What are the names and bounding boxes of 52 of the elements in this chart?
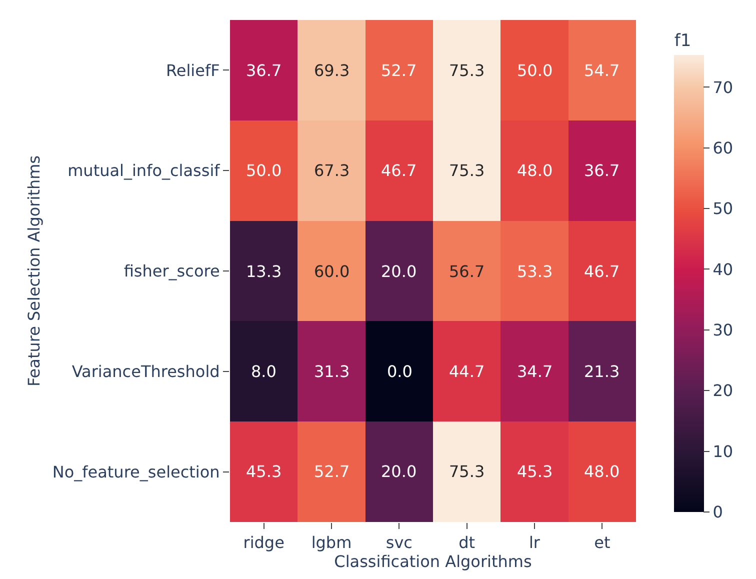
x-tick-label: svc (386, 533, 412, 552)
data-label: 67.3 (314, 161, 350, 180)
data-label: 53.3 (517, 262, 553, 281)
x-axis-title: Classification Algorithms (334, 552, 532, 572)
data-label: 44.7 (449, 362, 485, 381)
x-tick-label: et (594, 533, 610, 552)
color-bar-label: 40 (712, 260, 734, 279)
data-label: 60.0 (314, 262, 350, 281)
data-label: 75.3 (449, 61, 485, 80)
data-label: 13.3 (246, 262, 282, 281)
y-axis-title: Feature Selection Algorithms (24, 155, 44, 387)
y-tick-label: mutual_info_classif (68, 161, 220, 180)
color-bar-label: 20 (712, 381, 734, 400)
color-bar-label: 60 (712, 138, 734, 158)
data-label: 31.3 (314, 362, 350, 381)
data-label: 69.3 (314, 61, 350, 80)
data-label: 36.7 (584, 161, 620, 180)
data-label: 50.0 (246, 161, 282, 180)
data-label: 34.7 (517, 362, 553, 381)
y-tick-label: fisher_score (124, 262, 220, 281)
data-label: 56.7 (449, 262, 485, 281)
data-label: 20.0 (381, 262, 417, 281)
color-bar-label: 30 (712, 320, 734, 340)
data-label: 36.7 (246, 61, 282, 80)
data-label: 52.7 (314, 462, 350, 481)
x-tick-label: ridge (243, 533, 284, 552)
data-label: 46.7 (584, 262, 620, 281)
y-tick-label: ReliefF (166, 60, 220, 80)
data-label: 48.0 (584, 462, 620, 481)
data-label: 48.0 (517, 161, 553, 180)
data-label: 75.3 (449, 462, 485, 481)
data-label: 20.0 (381, 462, 417, 481)
data-label: 54.7 (584, 61, 620, 80)
data-label: 21.3 (584, 362, 620, 381)
data-label: 50.0 (517, 61, 553, 80)
data-label: 46.7 (381, 161, 417, 180)
data-label: 45.3 (517, 462, 553, 481)
y-tick-label: VarianceThreshold (72, 362, 220, 381)
y-tick-label: No_feature_selection (52, 462, 220, 482)
color-bar-label: 50 (712, 199, 734, 218)
x-tick-label: lr (528, 533, 540, 552)
data-label: 52.7 (381, 61, 417, 80)
x-tick-label: dt (458, 533, 476, 552)
data-label: 0.0 (387, 362, 412, 381)
x-tick-label: lgbm (311, 533, 352, 552)
color-bar-title: f1 (674, 30, 692, 51)
color-bar-label: 10 (712, 442, 734, 461)
color-bar-label: 0 (712, 502, 723, 522)
color-bar-label: 70 (712, 78, 734, 97)
data-label: 8.0 (251, 362, 276, 381)
data-label: 45.3 (246, 462, 282, 481)
data-label: 75.3 (449, 161, 485, 180)
